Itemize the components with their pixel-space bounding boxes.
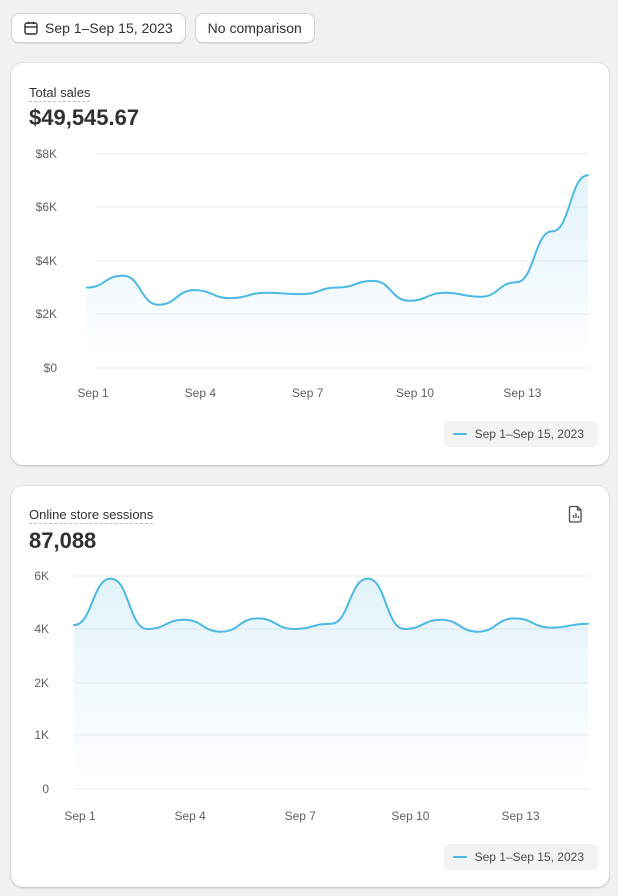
y-tick-label: 6K [34,569,49,583]
data-point[interactable] [545,622,557,634]
online-store-sessions-chart: 0 1K 2K 4K 6K Sep 1 Sep 4 Sep 7 Sep 10 Sep 13 [34,569,594,823]
x-tick-label: Sep 4 [185,386,217,400]
sessions-value: 87,088 [29,528,97,553]
x-tick-label: Sep 7 [292,386,324,400]
data-point[interactable] [582,618,594,630]
data-point[interactable] [546,225,558,237]
data-point[interactable] [509,612,521,624]
data-point[interactable] [81,282,93,294]
toolbar: Sep 1–Sep 15, 2023 No comparison [11,13,315,43]
x-tick-label: Sep 10 [396,386,434,400]
data-point[interactable] [288,623,300,635]
x-tick-label: Sep 13 [503,386,541,400]
y-tick-label: 0 [42,782,49,796]
data-point[interactable] [117,270,129,282]
data-point[interactable] [178,614,190,626]
y-tick-label: 1K [34,728,49,742]
data-point[interactable] [439,287,451,299]
data-point[interactable] [252,612,264,624]
calendar-icon [24,21,38,35]
date-range-button[interactable]: Sep 1–Sep 15, 2023 [11,13,186,43]
comparison-button[interactable]: No comparison [194,13,315,43]
legend-swatch [452,433,467,435]
total-sales-value: $49,545.67 [29,105,140,130]
data-point[interactable] [296,288,308,300]
data-point[interactable] [260,287,272,299]
data-point[interactable] [325,618,337,630]
data-point[interactable] [475,291,487,303]
data-point[interactable] [362,573,374,585]
data-point[interactable] [215,626,227,638]
data-point[interactable] [398,623,410,635]
x-tick-label: Sep 1 [64,809,96,823]
x-tick-label: Sep 1 [77,386,109,400]
total-sales-card: $0 $2K $4K $6K $8K Sep 1 Sep 4 Sep 7 Sep 10 Sep 1… [11,63,609,465]
data-point[interactable] [153,299,165,311]
data-point[interactable] [367,275,379,287]
y-tick-label: $8K [36,147,57,161]
data-point[interactable] [472,626,484,638]
series-line[interactable] [73,577,589,633]
y-tick-label: $2K [36,307,57,321]
data-point[interactable] [435,614,447,626]
total-sales-legend: Sep 1–Sep 15, 2023 [443,421,598,447]
y-tick-label: $4K [36,254,57,268]
series-area [74,578,588,789]
series-line[interactable] [86,174,589,306]
data-point[interactable] [403,295,415,307]
data-point[interactable] [332,282,344,294]
legend-label: Sep 1–Sep 15, 2023 [474,850,584,864]
data-point[interactable] [582,169,594,181]
series-area [87,175,588,368]
y-tick-label: 2K [34,676,49,690]
x-tick-label: Sep 13 [502,809,540,823]
x-tick-label: Sep 7 [285,809,317,823]
comparison-label: No comparison [207,20,302,36]
online-store-sessions-card: 0 1K 2K 4K 6K Sep 1 Sep 4 Sep 7 Sep 10 Sep 13 Onl… [11,486,609,887]
x-tick-label: Sep 4 [174,809,206,823]
data-point[interactable] [141,623,153,635]
legend-swatch [452,856,467,858]
data-point[interactable] [105,573,117,585]
total-sales-chart: $0 $2K $4K $6K $8K Sep 1 Sep 4 Sep 7 Sep 10 Sep 1… [36,147,594,400]
legend-label: Sep 1–Sep 15, 2023 [474,427,584,441]
sessions-legend: Sep 1–Sep 15, 2023 [443,844,598,870]
y-tick-label: $0 [44,361,58,375]
sessions-title[interactable]: Online store sessions [29,507,154,524]
x-tick-label: Sep 10 [391,809,429,823]
total-sales-title[interactable]: Total sales [29,85,91,102]
y-tick-label: 4K [34,622,49,636]
date-range-label: Sep 1–Sep 15, 2023 [45,20,173,36]
data-point[interactable] [510,276,522,288]
data-point[interactable] [188,284,200,296]
data-point[interactable] [68,619,80,631]
data-point[interactable] [224,292,236,304]
y-tick-label: $6K [36,200,57,214]
export-report-icon[interactable] [568,505,584,523]
